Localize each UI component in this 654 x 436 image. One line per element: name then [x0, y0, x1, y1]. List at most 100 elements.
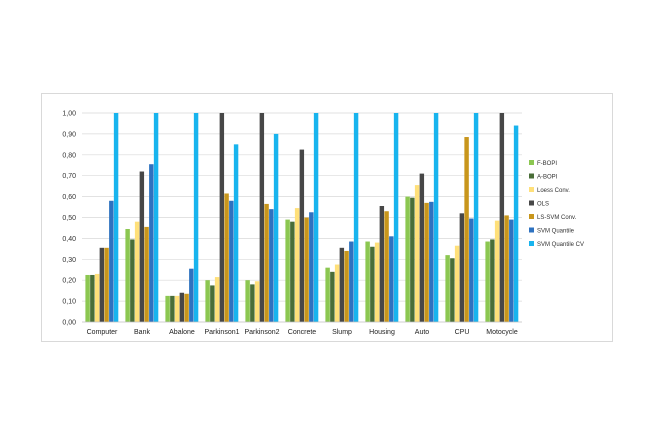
bar-f-bopi-parkinson2	[245, 280, 250, 322]
legend-label: SVM Quantile CV	[537, 242, 584, 248]
bar-a-bopi-motocycle	[490, 239, 495, 322]
x-tick-label: Auto	[415, 329, 430, 336]
bar-ls-svm-conv--parkinson2	[264, 203, 269, 322]
legend-swatch	[529, 173, 534, 179]
bar-a-bopi-cpu	[450, 258, 455, 322]
bar-svm-quantile-cv-concrete	[313, 113, 319, 322]
bar-loess-conv--parkinson1	[214, 277, 220, 322]
legend-swatch	[529, 187, 534, 192]
chart-frame: 0,00 0,10 0,20 0,30 0,40 0,50 0,60 0,70 0,80 0,90…	[41, 93, 613, 342]
bar-ls-svm-conv--motocycle	[504, 215, 509, 322]
bar-svm-quantile-cv-housing	[393, 113, 399, 322]
bar-svm-quantile-cv-auto	[433, 113, 439, 322]
x-tick-label: CPU	[455, 329, 470, 336]
bar-ls-svm-conv--bank	[144, 226, 149, 322]
bar-ols-abalone	[179, 292, 185, 322]
bar-ols-motocycle	[499, 113, 505, 322]
bars	[85, 113, 519, 323]
y-tick-label: 0,60	[62, 194, 76, 201]
y-tick-label: 0,50	[62, 215, 76, 222]
legend-label: OLS	[537, 201, 549, 207]
bar-ols-computer	[99, 247, 105, 322]
bar-svm-quantile-cv-bank	[153, 113, 159, 322]
bar-f-bopi-cpu	[445, 255, 450, 322]
bar-loess-conv--computer	[94, 273, 100, 322]
bar-svm-quantile-parkinson2	[269, 209, 274, 322]
bar-a-bopi-parkinson2	[250, 284, 255, 322]
x-tick-label: Motocycle	[486, 329, 518, 336]
bar-ls-svm-conv--auto	[424, 202, 429, 322]
legend-swatch	[529, 241, 534, 246]
legend-label: F-BOPI	[537, 161, 557, 167]
bar-a-bopi-bank	[130, 239, 135, 322]
bar-a-bopi-computer	[90, 274, 95, 322]
bar-loess-conv--bank	[134, 221, 140, 322]
bar-f-bopi-concrete	[285, 219, 290, 322]
y-tick-label: 0,90	[62, 131, 76, 138]
x-tick-label: Housing	[369, 329, 395, 336]
bar-svm-quantile-cv-abalone	[193, 113, 199, 322]
legend-swatch	[529, 214, 534, 219]
bar-ols-cpu	[459, 213, 465, 322]
bar-ls-svm-conv--computer	[104, 247, 109, 322]
bar-svm-quantile-cv-parkinson2	[273, 133, 279, 322]
bar-loess-conv--abalone	[174, 295, 180, 323]
x-tick-label: Parkinson1	[204, 329, 239, 336]
bar-loess-conv--motocycle	[494, 220, 500, 322]
bar-svm-quantile-concrete	[309, 212, 314, 322]
bar-loess-conv--auto	[414, 185, 420, 322]
bar-loess-conv--housing	[374, 242, 380, 322]
bar-a-bopi-slump	[330, 271, 335, 322]
bar-ls-svm-conv--abalone	[184, 293, 189, 322]
y-tick-label: 0,20	[62, 278, 76, 285]
x-tick-label: Concrete	[288, 329, 317, 336]
y-tick-label: 0,00	[62, 320, 76, 327]
bar-svm-quantile-cv-computer	[113, 113, 119, 322]
bar-ls-svm-conv--slump	[344, 250, 349, 322]
y-tick-label: 0,10	[62, 299, 76, 306]
bar-f-bopi-motocycle	[485, 241, 490, 322]
bar-svm-quantile-cpu	[469, 218, 474, 322]
bar-svm-quantile-housing	[389, 236, 394, 322]
y-tick-label: 0,30	[62, 257, 76, 264]
bar-f-bopi-computer	[85, 274, 90, 322]
x-tick-label: Parkinson2	[244, 329, 279, 336]
x-tick-label: Slump	[332, 329, 352, 336]
x-tick-label: Abalone	[169, 329, 195, 336]
y-tick-label: 0,80	[62, 152, 76, 159]
bar-ls-svm-conv--cpu	[464, 137, 469, 322]
bar-svm-quantile-cv-parkinson1	[233, 144, 239, 322]
legend-label: A-BOPI	[537, 174, 558, 180]
bar-f-bopi-slump	[325, 267, 330, 322]
y-axis-ticks: 0,00 0,10 0,20 0,30 0,40 0,50 0,60 0,70 0,80 0,90…	[62, 111, 76, 327]
legend-swatch	[529, 227, 534, 233]
legend: F-BOPI A-BOPI Loess Conv. OLS LS-SVM Conv. SV…	[529, 160, 584, 248]
legend-label: SVM Quantile	[537, 228, 575, 234]
bar-svm-quantile-cv-cpu	[473, 113, 479, 322]
bar-loess-conv--parkinson2	[254, 281, 260, 322]
bar-ls-svm-conv--concrete	[304, 217, 309, 322]
bar-ls-svm-conv--housing	[384, 211, 389, 322]
bar-ols-parkinson2	[259, 113, 265, 322]
bar-f-bopi-abalone	[165, 295, 170, 323]
bar-a-bopi-auto	[410, 197, 415, 322]
x-tick-label: Computer	[87, 329, 118, 336]
bar-chart: 0,00 0,10 0,20 0,30 0,40 0,50 0,60 0,70 0,80 0,90…	[62, 111, 584, 337]
y-tick-label: 1,00	[62, 111, 76, 118]
legend-label: Loess Conv.	[537, 188, 570, 194]
bar-svm-quantile-parkinson1	[229, 200, 234, 322]
bar-svm-quantile-computer	[109, 200, 114, 322]
bar-a-bopi-abalone	[170, 295, 175, 323]
legend-swatch	[529, 200, 534, 206]
bar-ols-bank	[139, 171, 145, 322]
y-tick-label: 0,70	[62, 173, 76, 180]
bar-f-bopi-parkinson1	[205, 280, 210, 322]
bar-svm-quantile-motocycle	[509, 219, 514, 322]
bar-a-bopi-parkinson1	[210, 285, 215, 322]
bar-a-bopi-concrete	[290, 221, 295, 322]
bar-ols-slump	[339, 247, 345, 322]
bar-ls-svm-conv--parkinson1	[224, 193, 229, 322]
bar-a-bopi-housing	[370, 246, 375, 322]
bar-ols-parkinson1	[219, 113, 225, 322]
bar-loess-conv--cpu	[454, 245, 460, 322]
